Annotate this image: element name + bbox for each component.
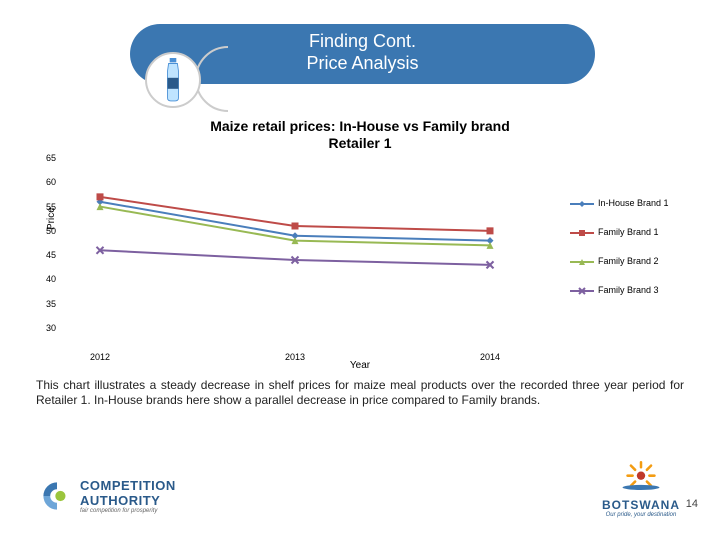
legend: In-House Brand 1 Family Brand 1 Family Bra…	[570, 198, 700, 314]
ca-icon	[40, 479, 74, 513]
left-logo-text: COMPETITIONAUTHORITY	[80, 478, 176, 508]
chart-title: Maize retail prices: In-House vs Family …	[0, 118, 720, 152]
legend-label: Family Brand 1	[598, 227, 659, 238]
y-tick: 40	[40, 274, 60, 284]
bottle-icon	[145, 52, 201, 108]
bw-icon	[620, 455, 662, 493]
chart-title-line2: Retailer 1	[0, 135, 720, 152]
y-tick: 30	[40, 323, 60, 333]
title-line1: Finding Cont.	[130, 30, 595, 52]
y-tick: 65	[40, 153, 60, 163]
legend-item: Family Brand 2	[570, 256, 700, 267]
y-tick: 50	[40, 226, 60, 236]
x-axis-label: Year	[0, 360, 720, 371]
botswana-logo: BOTSWANA Our pride, your destination	[602, 455, 680, 518]
y-tick: 55	[40, 202, 60, 212]
left-logo-tagline: fair competition for prosperity	[80, 508, 176, 514]
y-tick: 60	[40, 177, 60, 187]
chart-title-line1: Maize retail prices: In-House vs Family …	[0, 118, 720, 135]
legend-item: Family Brand 3	[570, 285, 700, 296]
legend-label: In-House Brand 1	[598, 198, 669, 209]
competition-authority-logo: COMPETITIONAUTHORITY fair competition fo…	[40, 478, 176, 514]
legend-item: Family Brand 1	[570, 227, 700, 238]
chart-plot	[60, 158, 530, 328]
header: Finding Cont. Price Analysis	[0, 24, 720, 84]
y-tick: 35	[40, 299, 60, 309]
legend-label: Family Brand 3	[598, 285, 659, 296]
description-text: This chart illustrates a steady decrease…	[36, 378, 684, 408]
slide: { "header": { "line1": "Finding Cont.", …	[0, 0, 720, 540]
right-logo-text: BOTSWANA	[602, 498, 680, 512]
right-logo-tagline: Our pride, your destination	[602, 512, 680, 518]
page-number: 14	[686, 498, 698, 510]
legend-label: Family Brand 2	[598, 256, 659, 267]
legend-item: In-House Brand 1	[570, 198, 700, 209]
y-tick: 45	[40, 250, 60, 260]
